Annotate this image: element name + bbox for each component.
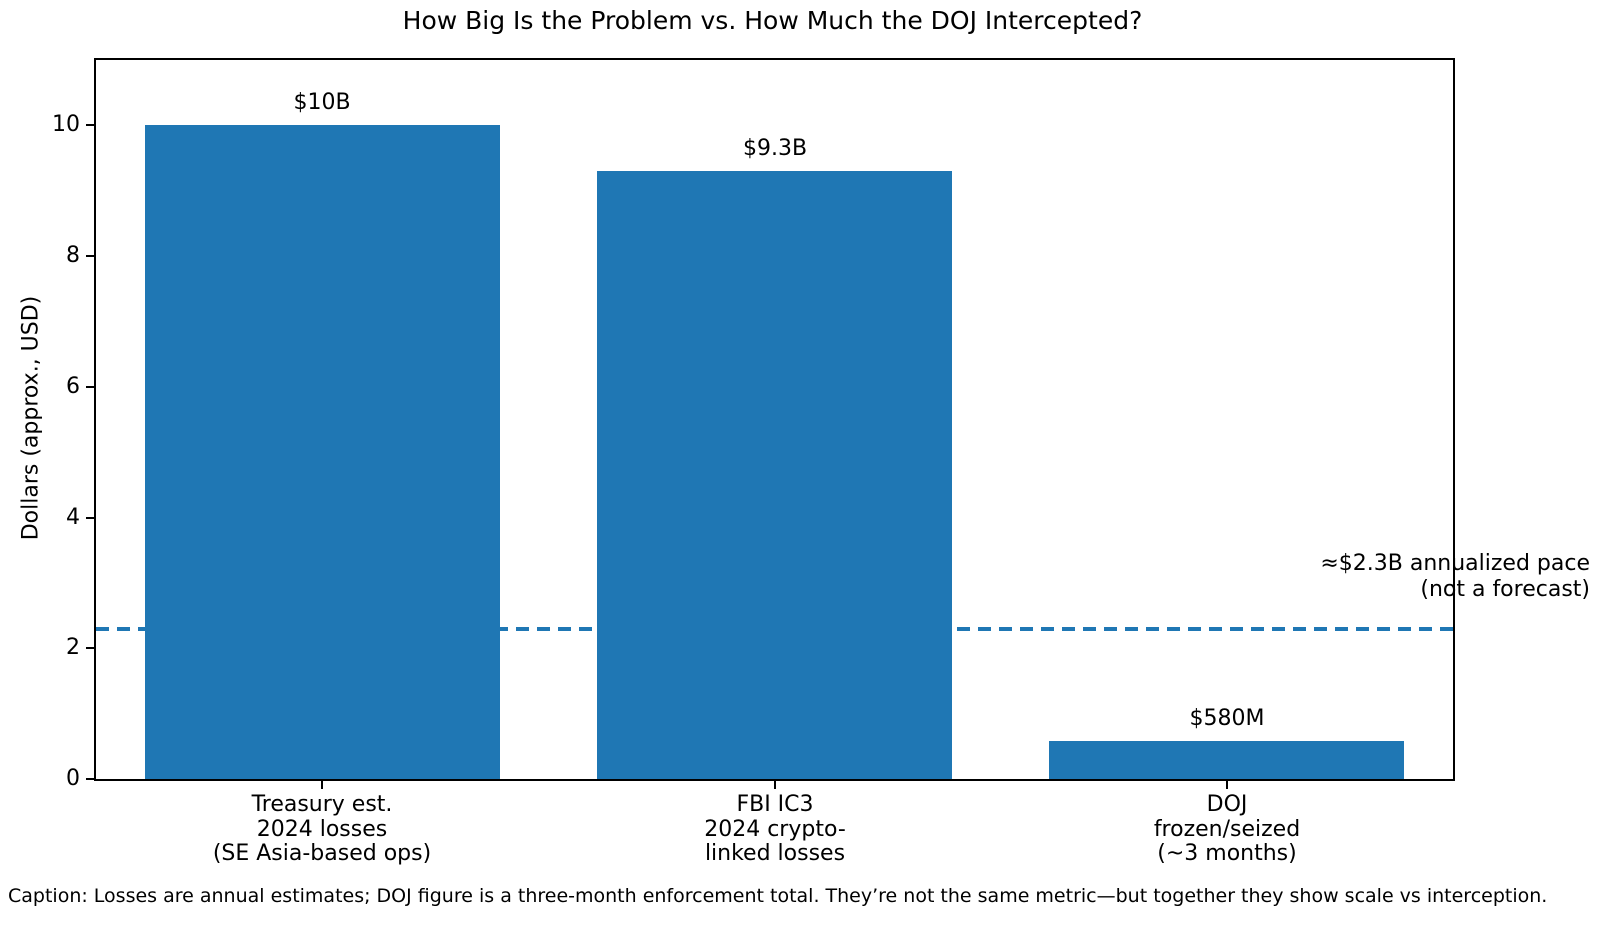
y-tick-mark [86, 647, 94, 649]
plot-area: $10B Treasury est. 2024 losses (SE Asia-b… [52, 58, 1455, 866]
y-tick-label: 8 [66, 243, 80, 268]
y-tick-label: 4 [66, 505, 80, 530]
bar-value-label: $9.3B [742, 136, 808, 161]
reference-line-annotation: ≈$2.3B annualized pace (not a forecast) [1320, 551, 1590, 602]
y-tick-label: 10 [52, 112, 80, 137]
x-tick-mark [774, 781, 776, 789]
bar-value-label: $580M [1189, 706, 1265, 731]
chart-title: How Big Is the Problem vs. How Much the … [402, 6, 1143, 35]
x-tick-label: FBI IC3 2024 crypto- linked losses [704, 792, 846, 867]
x-tick-label: Treasury est. 2024 losses (SE Asia-based… [212, 792, 432, 867]
y-tick-label: 6 [66, 374, 80, 399]
bar [1049, 741, 1404, 779]
x-tick-label: DOJ frozen/seized (~3 months) [1153, 792, 1301, 867]
bar [145, 125, 500, 779]
y-tick-label: 0 [66, 766, 80, 791]
y-tick-mark [86, 386, 94, 388]
y-tick-mark [86, 517, 94, 519]
bar [597, 171, 952, 779]
bar-value-label: $10B [293, 90, 351, 115]
y-tick-mark [86, 778, 94, 780]
y-tick-mark [86, 255, 94, 257]
y-tick-mark [86, 124, 94, 126]
x-tick-mark [1226, 781, 1228, 789]
chart-caption: Caption: Losses are annual estimates; DO… [8, 885, 1548, 907]
x-tick-mark [321, 781, 323, 789]
y-tick-label: 2 [66, 635, 80, 660]
